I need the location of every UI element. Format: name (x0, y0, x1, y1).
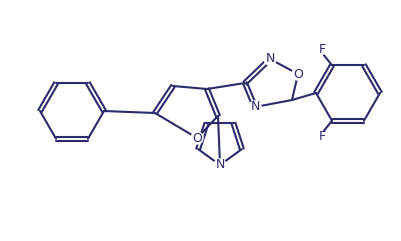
Circle shape (248, 101, 260, 113)
Text: N: N (265, 53, 274, 66)
Text: O: O (292, 67, 302, 80)
Circle shape (213, 159, 225, 171)
Text: N: N (250, 100, 259, 114)
Text: F: F (318, 130, 325, 143)
Text: F: F (318, 43, 325, 56)
Text: O: O (192, 132, 201, 145)
Text: N: N (215, 159, 224, 172)
Circle shape (291, 68, 303, 80)
Circle shape (263, 53, 275, 65)
Circle shape (190, 132, 203, 144)
